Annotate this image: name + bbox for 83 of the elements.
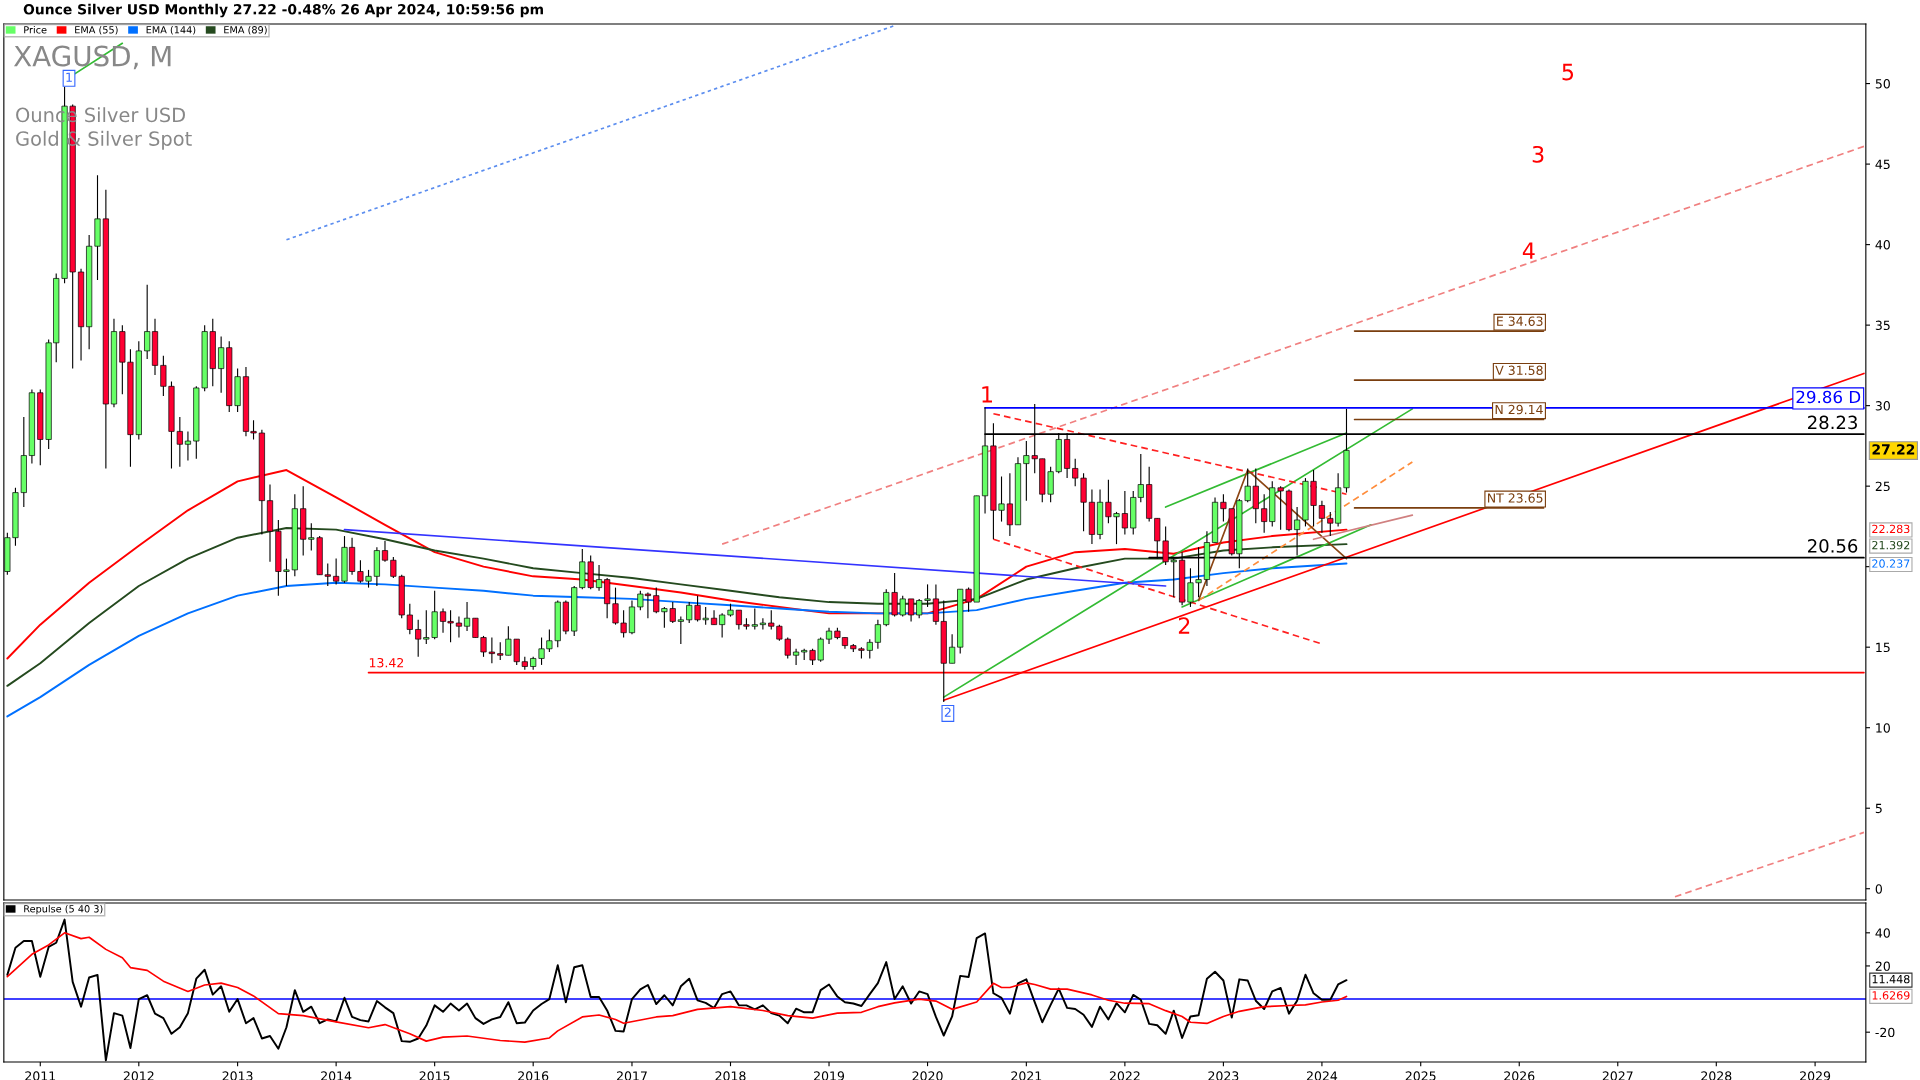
candlestick [1006, 472, 1013, 537]
annotation: 29.86 D [1796, 390, 1861, 404]
text: 20.237 [1872, 559, 1910, 568]
annotation: V 31.58 [1495, 365, 1543, 375]
y-tick-label: 5 [1875, 803, 1882, 814]
annotation: 1 [982, 386, 992, 403]
x-tick-label: 2021 [1011, 1071, 1042, 1080]
legend-label: EMA (89) [224, 25, 267, 35]
x-tick-label: 2015 [419, 1071, 450, 1080]
x-tick-label: 2013 [222, 1071, 253, 1080]
y-tick-label: -20 [1875, 1027, 1895, 1038]
y-tick-label: 45 [1875, 159, 1890, 170]
x-tick-label: 2012 [123, 1071, 154, 1080]
candlestick [710, 609, 718, 626]
candlestick [1121, 490, 1128, 536]
y-tick-label: 35 [1875, 320, 1890, 331]
candlestick [595, 564, 603, 592]
line-series [6, 527, 1348, 687]
x-tick-label: 2025 [1405, 1071, 1436, 1080]
candlestick [218, 335, 225, 394]
x-tick-label: 2022 [1109, 1071, 1140, 1080]
legend-label: Repulse (5 40 3) [24, 904, 103, 915]
x-tick-label: 2011 [25, 1071, 56, 1080]
x-tick-label: 2020 [912, 1071, 943, 1080]
x-tick-label: 2029 [1800, 1071, 1831, 1080]
annotation: N 29.14 [1495, 404, 1543, 415]
candlestick [793, 648, 800, 666]
y-tick-label: 40 [1875, 928, 1890, 938]
legend-label: EMA (55) [75, 25, 118, 35]
x-tick-label: 2027 [1602, 1071, 1633, 1080]
annotation: 20.56 [1808, 539, 1858, 553]
y-tick-label: 25 [1875, 481, 1890, 492]
annotation: 28.23 [1808, 415, 1857, 430]
candlestick [1294, 506, 1301, 556]
x-tick-label: 2018 [715, 1071, 746, 1080]
y-tick-label: 30 [1875, 401, 1890, 411]
x-tick-label: 2023 [1208, 1071, 1239, 1080]
annotation: 1 [66, 72, 72, 82]
y-tick-label: 20 [1875, 961, 1890, 971]
x-tick-label: 2014 [321, 1071, 352, 1080]
text: 22.283 [1872, 524, 1910, 534]
text: 11.448 [1872, 974, 1910, 984]
annotation: 13.42 [369, 657, 404, 668]
candlestick [908, 598, 915, 622]
y-tick-label: 15 [1876, 642, 1890, 653]
annotation: 2 [944, 707, 951, 717]
candlestick [719, 612, 726, 639]
annotation: 2 [1178, 617, 1190, 634]
candlestick [455, 616, 462, 639]
line-series [6, 469, 1348, 660]
candlestick [874, 619, 881, 650]
candlestick [184, 430, 191, 461]
candlestick [464, 601, 471, 632]
line-series [6, 562, 1348, 718]
x-tick-label: 2024 [1306, 1071, 1338, 1080]
annotation: E 34.63 [1497, 316, 1543, 326]
x-tick-label: 2019 [814, 1071, 845, 1080]
text: 27.22 [1872, 444, 1915, 455]
candlestick [381, 540, 389, 563]
annotation: Gold & Silver Spot [16, 130, 192, 150]
legend-label: EMA (144) [146, 25, 196, 35]
x-tick-label: 2028 [1701, 1071, 1732, 1080]
annotation: NT 23.65 [1488, 493, 1543, 503]
text: 21.392 [1872, 540, 1910, 550]
chart-title: Ounce Silver USD Monthly 27.22 -0.48% 26 Apr 2024, 10:59:56 pm [23, 3, 543, 18]
candlestick [949, 633, 956, 664]
annotation: 4 [1522, 242, 1535, 259]
x-tick-label: 2017 [616, 1071, 647, 1080]
candlestick [488, 636, 495, 664]
annotation: 5 [1562, 63, 1574, 81]
y-tick-label: 40 [1875, 240, 1890, 250]
x-tick-label: 2016 [518, 1071, 549, 1080]
y-tick-label: 0 [1875, 884, 1882, 894]
y-tick-label: 10 [1876, 723, 1890, 733]
candlestick [759, 617, 766, 631]
candlestick [1318, 500, 1325, 534]
candlestick [333, 558, 340, 585]
x-tick-label: 2026 [1504, 1071, 1535, 1080]
y-tick-label: 50 [1875, 79, 1890, 89]
text: 1.6269 [1872, 991, 1910, 1000]
line-series [6, 931, 1348, 1043]
legend-label: Price [24, 25, 47, 34]
annotation: 3 [1532, 145, 1544, 163]
